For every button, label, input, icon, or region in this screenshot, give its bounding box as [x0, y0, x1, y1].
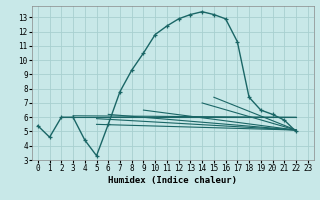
X-axis label: Humidex (Indice chaleur): Humidex (Indice chaleur) — [108, 176, 237, 185]
